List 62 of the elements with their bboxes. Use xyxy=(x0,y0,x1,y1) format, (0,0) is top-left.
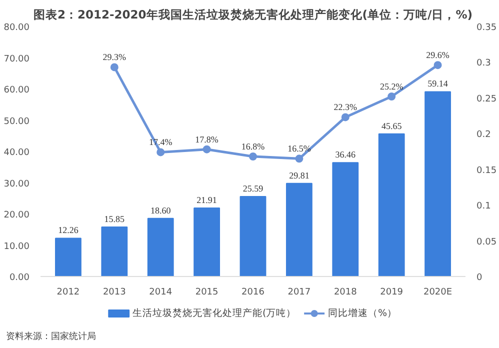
bar xyxy=(286,182,312,276)
data-label: 25.2% xyxy=(380,82,404,92)
data-label: 21.91 xyxy=(196,195,217,206)
point xyxy=(249,152,257,160)
y2-tick-label: 0.2 xyxy=(476,130,491,140)
data-label: 59.14 xyxy=(428,78,448,89)
x-tick-label: 2019 xyxy=(380,288,404,298)
data-label: 18.60 xyxy=(150,205,172,216)
y-tick-label: 40.00 xyxy=(4,148,30,158)
x-tick-label: 2012 xyxy=(56,288,80,298)
y2-tick-label: 0.15 xyxy=(476,166,497,176)
text: 资料来源：国家统计局 xyxy=(6,331,96,344)
point xyxy=(110,63,118,72)
legend-label: 生活垃圾焚烧无害化处理产能(万吨） xyxy=(132,307,296,319)
y-tick-label: 0.00 xyxy=(9,273,30,283)
data-label: 22.3% xyxy=(334,102,358,112)
x-tick-label: 2016 xyxy=(242,288,265,298)
y-tick-label: 60.00 xyxy=(4,86,30,96)
data-label: 29.81 xyxy=(289,170,310,180)
y-tick-label: 70.00 xyxy=(4,54,30,64)
bar xyxy=(240,196,266,276)
y2-tick-label: 0 xyxy=(476,273,482,283)
y-tick-label: 20.00 xyxy=(4,210,30,220)
y-tick-label: 30.00 xyxy=(4,179,30,190)
x-tick-label: 2020E xyxy=(423,288,452,298)
bar xyxy=(378,133,405,276)
point xyxy=(295,154,304,163)
data-label: 36.46 xyxy=(335,150,356,160)
y-tick-label: 50.00 xyxy=(4,116,30,127)
bar xyxy=(101,226,128,276)
bar xyxy=(147,218,174,276)
bar xyxy=(424,91,451,276)
y2-tick-label: 0.1 xyxy=(476,202,491,212)
data-label: 15.85 xyxy=(104,214,126,224)
y2-tick-label: 0.3 xyxy=(476,58,491,69)
point xyxy=(341,113,350,122)
y-tick-label: 80.00 xyxy=(4,23,30,33)
data-label: 45.65 xyxy=(381,120,402,131)
data-label: 29.3% xyxy=(102,52,127,62)
x-tick-label: 2018 xyxy=(334,288,358,298)
x-tick-label: 2015 xyxy=(195,288,218,298)
x-tick-label: 2014 xyxy=(149,288,172,298)
bar xyxy=(332,162,359,276)
bar xyxy=(194,208,220,276)
chart-title: 图表2：2012-2020年我国生活垃圾焚烧无害化处理产能变化(单位：万吨/日，%) xyxy=(33,8,473,22)
legend-label: 同比增速（%） xyxy=(328,307,397,319)
x-tick-label: 2017 xyxy=(288,288,311,298)
data-label: 16.8% xyxy=(241,142,266,152)
data-label: 17.8% xyxy=(195,134,219,144)
bar xyxy=(55,238,82,276)
point xyxy=(388,92,396,100)
point xyxy=(156,148,165,156)
y2-tick-label: 0.35 xyxy=(476,23,497,33)
x-tick-label: 2013 xyxy=(102,288,126,298)
data-label: 25.59 xyxy=(242,184,264,194)
point xyxy=(434,61,442,70)
data-label: 12.26 xyxy=(58,225,79,236)
y2-tick-label: 0.25 xyxy=(476,94,497,104)
point xyxy=(202,145,211,154)
data-label: 29.6% xyxy=(426,50,450,60)
y2-tick-label: 0.05 xyxy=(476,237,497,248)
y-tick-label: 10.00 xyxy=(4,242,30,252)
